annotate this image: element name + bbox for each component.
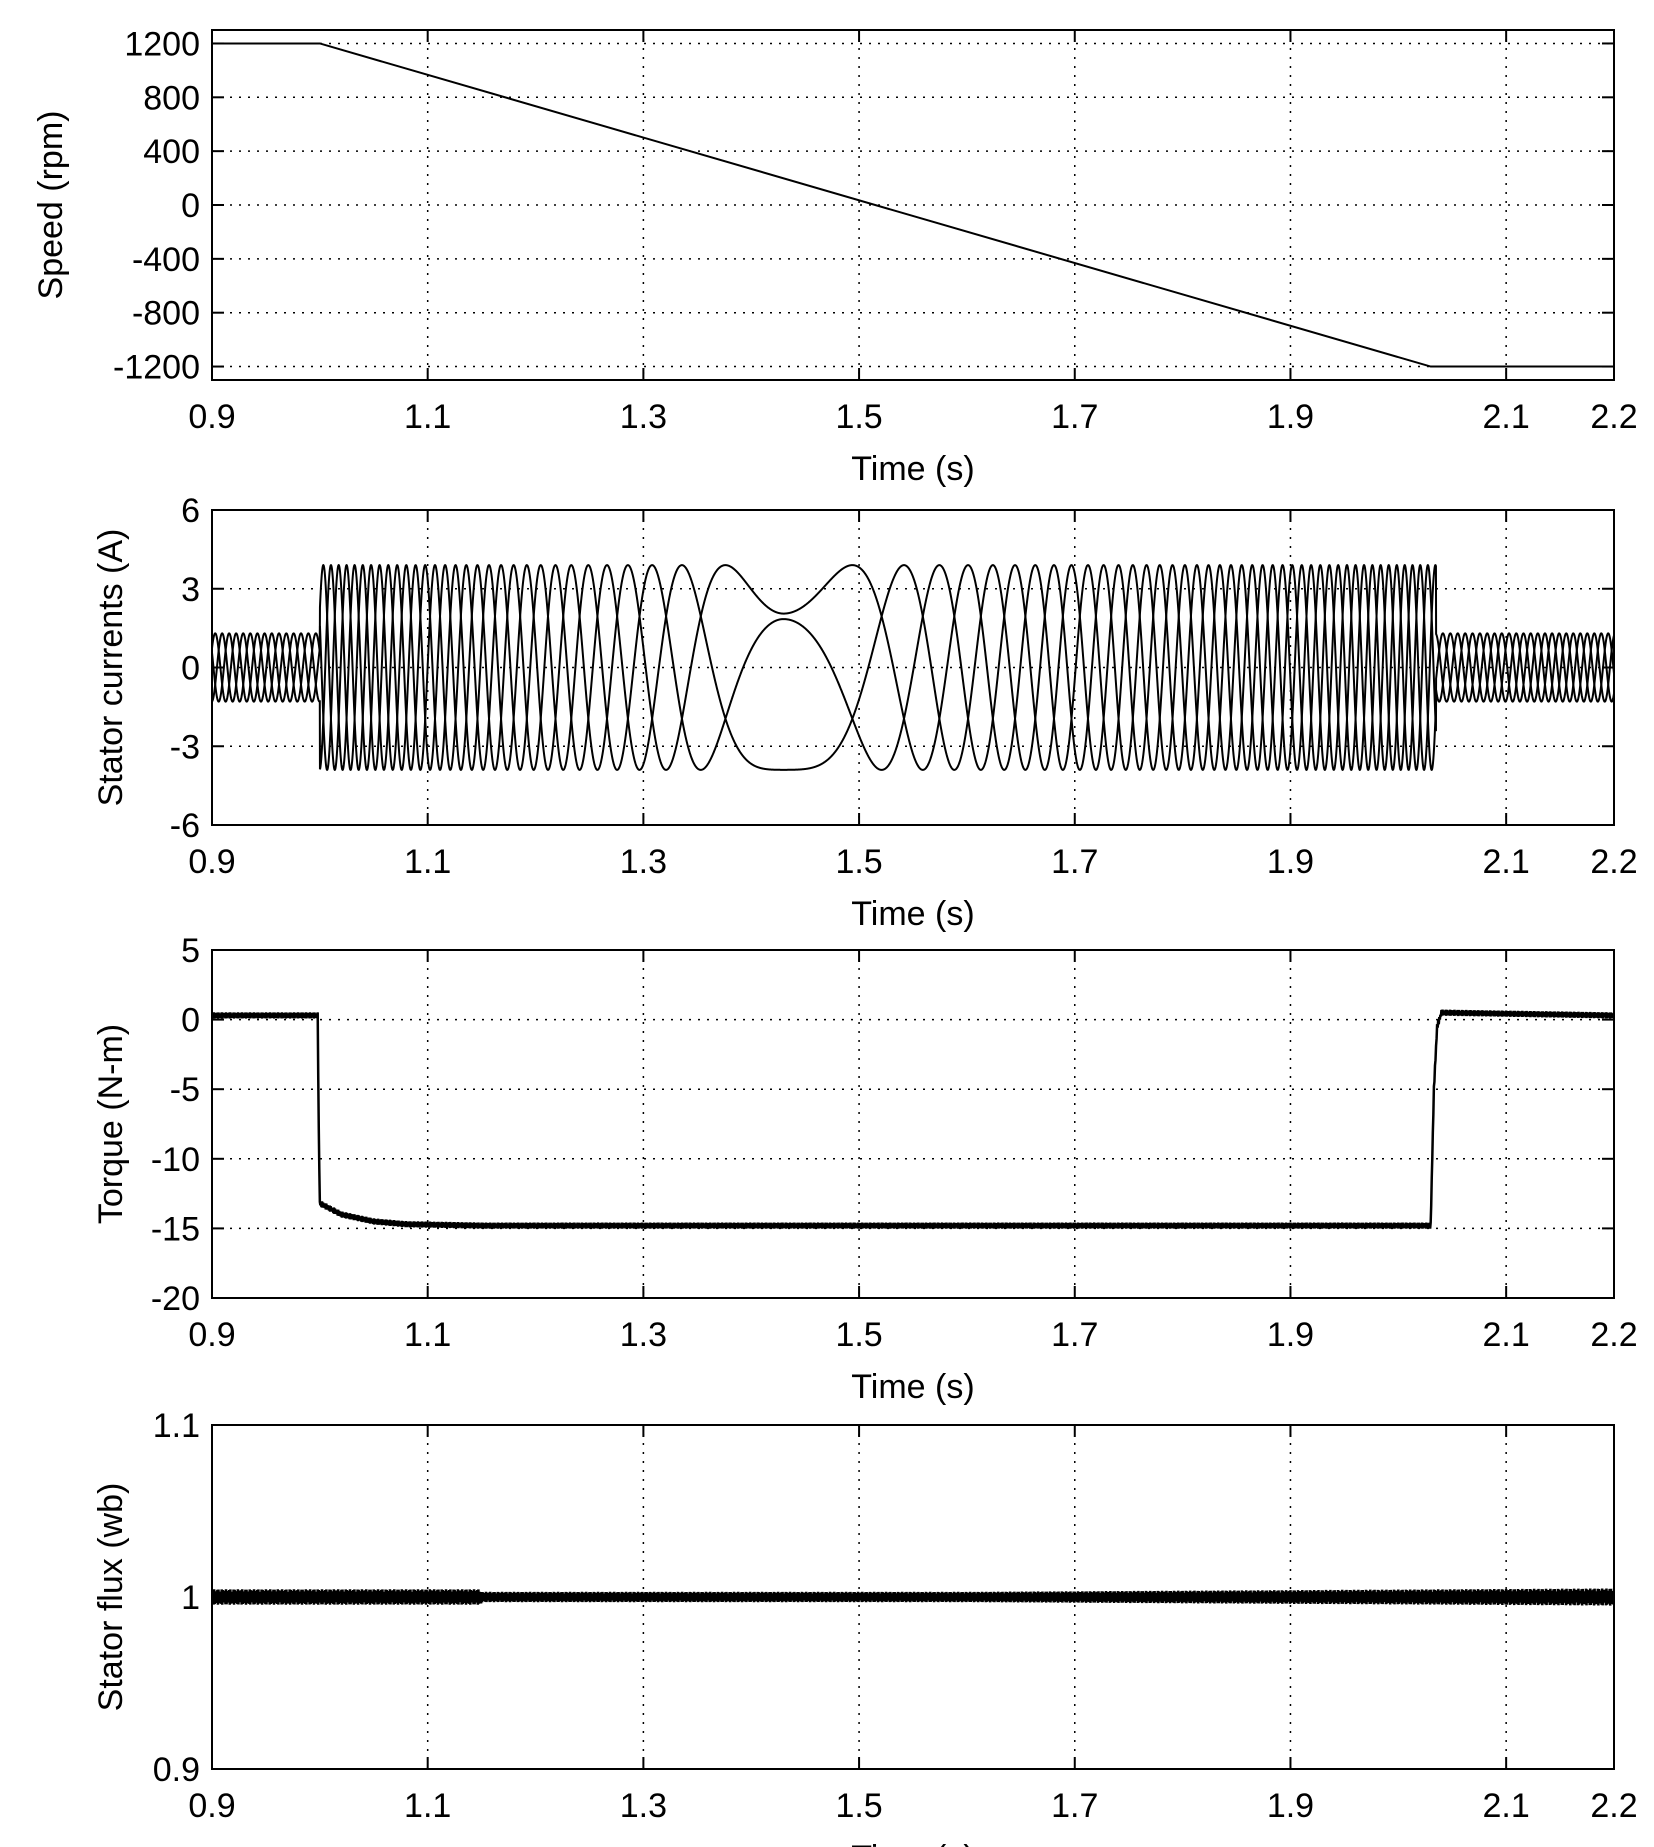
x-tick-label: 2.1 <box>1483 1787 1530 1825</box>
x-axis-label: Time (s) <box>851 450 974 488</box>
x-tick-label: 2.1 <box>1483 398 1530 436</box>
x-tick-label: 1.9 <box>1267 398 1314 436</box>
x-tick-label: 1.5 <box>835 1316 882 1354</box>
x-tick-label: 1.5 <box>835 843 882 881</box>
x-tick-label: 2.1 <box>1483 1316 1530 1354</box>
y-tick-label: 0.9 <box>153 1751 200 1789</box>
series-line <box>212 1588 1614 1606</box>
y-tick-label: -800 <box>132 295 200 333</box>
x-tick-label: 1.1 <box>404 398 451 436</box>
y-tick-label: -20 <box>151 1280 200 1318</box>
x-tick-label: 0.9 <box>188 398 235 436</box>
plot-frame <box>211 29 1615 381</box>
x-tick-label: 1.5 <box>835 1787 882 1825</box>
y-tick-label: -10 <box>151 1141 200 1179</box>
y-tick-label: -1200 <box>113 349 200 387</box>
y-tick-label: 800 <box>143 79 200 117</box>
y-tick-label: 1.1 <box>153 1407 200 1445</box>
y-tick-label: -400 <box>132 241 200 279</box>
x-tick-label: 2.2 <box>1590 398 1637 436</box>
y-tick-label: -6 <box>170 807 200 845</box>
x-tick-label: 1.1 <box>404 843 451 881</box>
x-tick-label: 1.9 <box>1267 843 1314 881</box>
y-tick-label: 0 <box>181 187 200 225</box>
y-tick-label: 6 <box>181 492 200 530</box>
x-tick-label: 1.7 <box>1051 843 1098 881</box>
x-tick-label: 1.9 <box>1267 1316 1314 1354</box>
y-axis-label: Torque (N-m) <box>92 1024 130 1224</box>
y-axis-label: Speed (rpm) <box>32 111 70 300</box>
x-tick-label: 2.2 <box>1590 843 1637 881</box>
phase-current-line <box>212 564 1614 772</box>
x-tick-label: 1.7 <box>1051 1316 1098 1354</box>
x-tick-label: 1.7 <box>1051 1787 1098 1825</box>
x-axis-label: Time (s) <box>851 1368 974 1406</box>
y-tick-label: 1200 <box>124 25 200 63</box>
y-tick-label: 0 <box>181 650 200 688</box>
y-tick-label: 5 <box>181 932 200 970</box>
x-tick-label: 2.1 <box>1483 843 1530 881</box>
x-tick-label: 2.2 <box>1590 1787 1637 1825</box>
y-tick-label: -3 <box>170 728 200 766</box>
x-tick-label: 0.9 <box>188 1316 235 1354</box>
series-line <box>212 1009 1614 1229</box>
x-tick-label: 1.3 <box>620 1316 667 1354</box>
y-tick-label: 3 <box>181 571 200 609</box>
x-tick-label: 0.9 <box>188 843 235 881</box>
x-axis-label: Time (s) <box>851 1839 974 1847</box>
panel-1: 0.9 1.1 1.3 1.5 1.7 1.9 2.1 2.2 1200 800 400 0 -400 -… <box>32 25 1638 488</box>
x-tick-label: 1.3 <box>620 398 667 436</box>
x-tick-label: 2.2 <box>1590 1316 1637 1354</box>
x-tick-label: 1.9 <box>1267 1787 1314 1825</box>
x-tick-label: 1.3 <box>620 1787 667 1825</box>
x-axis-label: Time (s) <box>851 895 974 933</box>
panel-2: 0.9 1.1 1.3 1.5 1.7 1.9 2.1 2.2 6 3 0 -3 -6 Time (s) S… <box>92 492 1638 933</box>
panel-3: 0.9 1.1 1.3 1.5 1.7 1.9 2.1 2.2 5 0 -5 -10 -15 -20 Tim… <box>92 932 1638 1406</box>
x-tick-label: 1.3 <box>620 843 667 881</box>
y-tick-label: -5 <box>170 1071 200 1109</box>
panel-4: 0.9 1.1 1.3 1.5 1.7 1.9 2.1 2.2 1.1 1 0.9 Time (s) S… <box>92 1407 1638 1847</box>
y-axis-label: Stator currents (A) <box>92 529 130 807</box>
x-tick-label: 1.1 <box>404 1316 451 1354</box>
y-tick-label: -15 <box>151 1210 200 1248</box>
series-line <box>212 42 1614 368</box>
phase-current-line <box>212 563 1614 771</box>
y-tick-label: 0 <box>181 1002 200 1040</box>
x-tick-label: 1.7 <box>1051 398 1098 436</box>
x-tick-label: 1.5 <box>835 398 882 436</box>
x-tick-label: 0.9 <box>188 1787 235 1825</box>
plot-frame <box>211 949 1615 1299</box>
y-tick-label: 1 <box>181 1579 200 1617</box>
y-tick-label: 400 <box>143 133 200 171</box>
y-axis-label: Stator flux (wb) <box>92 1483 130 1712</box>
x-tick-label: 1.1 <box>404 1787 451 1825</box>
